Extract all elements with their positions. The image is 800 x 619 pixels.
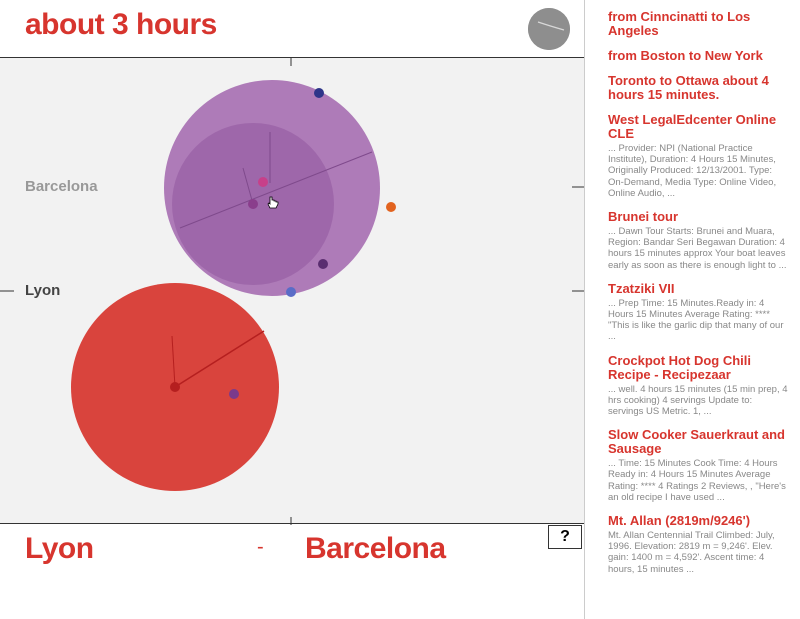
result-link[interactable]: Slow Cooker Sauerkraut and Sausage <box>608 427 785 457</box>
city-label-lyon: Lyon <box>25 282 61 299</box>
bubble-chart <box>0 58 585 525</box>
help-button[interactable]: ? <box>548 525 582 549</box>
list-item: Brunei tour ... Dawn Tour Starts: Brunei… <box>608 210 788 271</box>
list-item: Mt. Allan (2819m/9246') Mt. Allan Centen… <box>608 514 788 575</box>
list-item: West LegalEdcenter Online CLE ... Provid… <box>608 113 788 199</box>
list-item: Tzatziki VII ... Prep Time: 15 Minutes.R… <box>608 280 788 343</box>
panel-divider <box>584 0 585 619</box>
result-snippet: ... Dawn Tour Starts: Brunei and Muara, … <box>608 226 787 271</box>
duration-headline: about 3 hours <box>25 8 217 41</box>
list-item: Toronto to Ottawa about 4 hours 15 minut… <box>608 74 788 102</box>
result-snippet: ... Time: 15 Minutes Cook Time: 4 Hours … <box>608 458 786 503</box>
result-snippet: ... Provider: NPI (National Practice Ins… <box>608 143 777 199</box>
list-item: from Cinncinatti to Los Angeles <box>608 10 788 38</box>
city-label-barcelona: Barcelona <box>25 178 98 195</box>
hand-cursor-icon <box>267 196 279 209</box>
from-city[interactable]: Lyon <box>25 532 94 565</box>
travel-panel: about 3 hours <box>0 8 585 565</box>
clock-icon[interactable] <box>528 8 570 50</box>
results-list: from Cinncinatti to Los Angeles from Bos… <box>608 10 788 586</box>
result-snippet: ... well. 4 hours 15 minutes (15 min pre… <box>608 383 788 418</box>
list-item: from Boston to New York <box>608 49 788 63</box>
to-city[interactable]: Barcelona <box>305 532 446 565</box>
list-item: Slow Cooker Sauerkraut and Sausage ... T… <box>608 428 788 503</box>
list-item: Crockpot Hot Dog Chili Recipe - Recipeza… <box>608 352 788 418</box>
result-link[interactable]: West LegalEdcenter Online CLE <box>608 112 777 141</box>
result-link[interactable]: from Cinncinatti to Los Angeles <box>608 9 751 38</box>
city-separator: - <box>257 536 264 558</box>
visualization-area[interactable] <box>0 57 585 525</box>
result-link[interactable]: Mt. Allan (2819m/9246') <box>608 513 751 529</box>
result-snippet: ... Prep Time: 15 Minutes.Ready in: 4 Ho… <box>608 297 784 343</box>
result-link[interactable]: Crockpot Hot Dog Chili Recipe - Recipeza… <box>608 352 751 382</box>
result-snippet: Mt. Allan Centennial Trail Climbed: July… <box>608 530 775 575</box>
result-link[interactable]: Brunei tour <box>608 209 679 225</box>
result-link[interactable]: Tzatziki VII <box>608 280 675 296</box>
result-link[interactable]: Toronto to Ottawa about 4 hours 15 minut… <box>608 73 769 102</box>
result-link[interactable]: from Boston to New York <box>608 48 763 63</box>
purple-bubble-outer <box>164 80 380 296</box>
